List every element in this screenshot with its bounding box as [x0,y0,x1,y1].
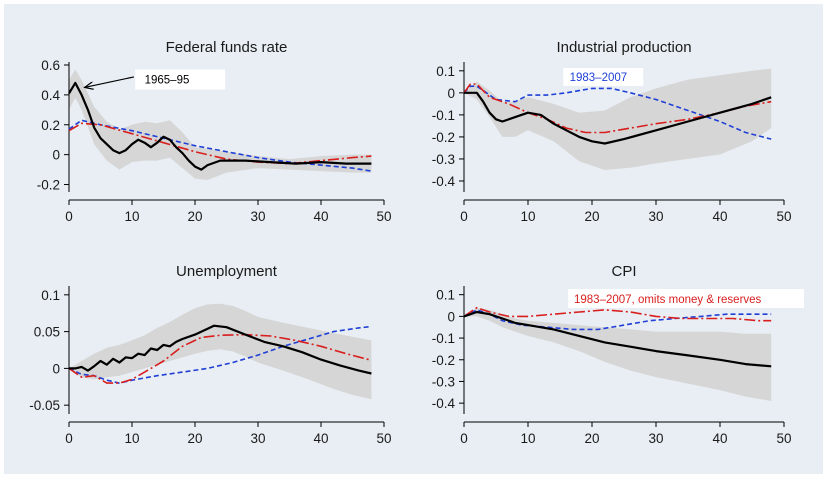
x-tick-label: 10 [520,431,535,446]
series-line-dashdot [68,333,372,384]
y-tick-label: 0.2 [41,118,60,133]
series-line-dashed [68,325,372,384]
y-tick-label: 0.05 [34,325,60,340]
annotation-label: 1983–2007 [570,72,628,84]
irf-figure: Federal funds rate 0.6 0.4 0.2 0 -0.2 0 10 20 30 4… [4,4,823,474]
y-tick-label: 0 [52,148,60,163]
y-tick-label: -0.3 [432,152,455,167]
y-tick-label: 0.4 [41,88,60,103]
y-tick-label: -0.2 [432,130,455,145]
series-line-solid [68,81,372,171]
series-line-solid [464,91,772,145]
confidence-band [69,69,372,180]
x-tick-label: 30 [648,431,663,446]
series-line-dashdot [68,122,372,165]
x-tick-label: 30 [250,209,265,224]
x-tick-label: 50 [376,209,391,224]
y-tick-label: -0.2 [37,178,60,193]
y-tick-label: -0.1 [432,331,455,346]
panel-title: Industrial production [556,39,691,56]
panel-cpi: CPI 0.1 0 -0.1 -0.2 -0.3 -0.4 0 10 20 30 40 50 1983–2… [432,263,804,446]
x-tick-label: 30 [250,431,265,446]
x-tick-label: 50 [376,431,391,446]
annotation-label: 1965–95 [145,74,190,86]
x-tick-label: 40 [313,209,328,224]
y-tick-label: -0.1 [432,108,455,123]
confidence-band [464,307,772,401]
y-tick-label: -0.3 [432,374,455,389]
impulse-response-charts: Federal funds rate 0.6 0.4 0.2 0 -0.2 0 10 20 30 4… [29,39,804,446]
y-tick-label: -0.05 [29,398,60,413]
x-tick-label: 50 [776,209,791,224]
annotation-arrow [85,76,135,87]
panel-title: CPI [611,263,636,280]
panel-title: Unemployment [176,263,278,280]
series-line-dashed [68,119,372,172]
series-line-solid [463,310,772,368]
y-tick-label: 0 [447,309,455,324]
panel-title: Federal funds rate [166,39,288,56]
x-tick-label: 20 [187,209,202,224]
y-tick-label: -0.4 [432,174,456,189]
panel-federal-funds: Federal funds rate 0.6 0.4 0.2 0 -0.2 0 10 20 30 4… [37,39,392,224]
x-tick-label: 20 [584,209,599,224]
x-tick-label: 10 [124,209,139,224]
x-tick-label: 40 [712,209,727,224]
x-tick-label: 0 [65,431,73,446]
y-tick-label: -0.2 [432,353,455,368]
annotation-box [135,69,226,90]
x-tick-label: 0 [460,431,468,446]
series-line-solid [69,324,372,375]
annotation-box [563,68,644,86]
x-tick-label: 20 [584,431,599,446]
series-line-dashdot [463,83,772,134]
panel-unemployment: Unemployment 0.1 0.05 0 -0.05 0 10 20 30 40 50 [29,263,391,446]
x-tick-label: 0 [460,209,468,224]
x-tick-label: 0 [65,209,73,224]
panel-industrial-production: Industrial production 0.1 0 -0.1 -0.2 -0.3 -0.… [432,39,792,224]
x-tick-label: 30 [648,209,663,224]
x-tick-label: 40 [313,431,328,446]
confidence-band [69,303,372,400]
x-tick-label: 10 [520,209,535,224]
y-tick-label: 0.1 [436,64,455,79]
y-tick-label: 0.1 [41,288,60,303]
y-tick-label: 0 [52,361,60,376]
y-tick-label: 0 [447,86,455,101]
x-tick-label: 10 [124,431,139,446]
x-tick-label: 40 [712,431,727,446]
y-tick-label: -0.4 [432,396,456,411]
x-tick-label: 20 [187,431,202,446]
annotation-label: 1983–2007, omits money & reserves [574,294,762,306]
confidence-band [464,68,772,170]
y-tick-label: 0.6 [41,58,60,73]
x-tick-label: 50 [776,431,791,446]
annotation-box [568,289,804,308]
y-tick-label: 0.1 [436,288,455,303]
